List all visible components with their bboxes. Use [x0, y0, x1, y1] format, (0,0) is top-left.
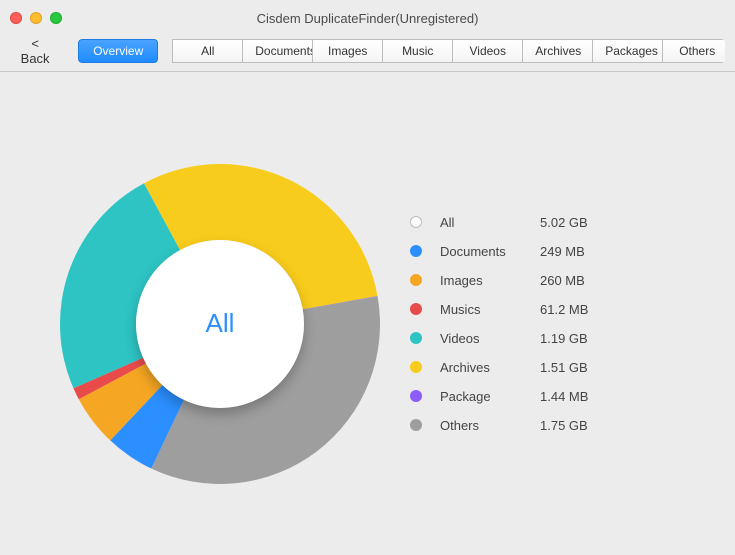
legend-row: Package1.44 MB [410, 389, 670, 404]
donut-chart: All [60, 164, 380, 484]
legend-row: Documents249 MB [410, 244, 670, 259]
legend-row: Archives1.51 GB [410, 360, 670, 375]
legend-value: 61.2 MB [540, 302, 588, 317]
legend-label: Others [440, 418, 540, 433]
window-title: Cisdem DuplicateFinder(Unregistered) [0, 11, 735, 26]
tab-all[interactable]: All [172, 39, 242, 63]
legend-value: 1.51 GB [540, 360, 588, 375]
donut-center: All [136, 240, 304, 408]
tab-music[interactable]: Music [382, 39, 452, 63]
legend-swatch-icon [410, 274, 422, 286]
legend-label: Videos [440, 331, 540, 346]
tab-bar: Overview All Documents Images Music Vide… [78, 39, 725, 63]
legend-swatch-icon [410, 361, 422, 373]
legend-swatch-icon [410, 390, 422, 402]
tab-archives[interactable]: Archives [522, 39, 592, 63]
legend-label: Archives [440, 360, 540, 375]
tab-others[interactable]: Others [662, 39, 725, 63]
minimize-icon[interactable] [30, 12, 42, 24]
legend-swatch-icon [410, 303, 422, 315]
legend-label: Musics [440, 302, 540, 317]
legend-value: 1.19 GB [540, 331, 588, 346]
legend-label: Images [440, 273, 540, 288]
donut-center-label: All [206, 308, 235, 339]
tab-videos[interactable]: Videos [452, 39, 522, 63]
legend-swatch-icon [410, 332, 422, 344]
legend-swatch-icon [410, 245, 422, 257]
toolbar: < Back Overview All Documents Images Mus… [0, 36, 735, 72]
close-icon[interactable] [10, 12, 22, 24]
legend-value: 260 MB [540, 273, 585, 288]
window-controls [10, 12, 62, 24]
legend-row: Images260 MB [410, 273, 670, 288]
legend-swatch-icon [410, 419, 422, 431]
legend: All5.02 GBDocuments249 MBImages260 MBMus… [410, 215, 670, 433]
legend-label: Package [440, 389, 540, 404]
legend-swatch-icon [410, 216, 422, 228]
legend-row: Others1.75 GB [410, 418, 670, 433]
legend-row: Musics61.2 MB [410, 302, 670, 317]
legend-row: Videos1.19 GB [410, 331, 670, 346]
legend-value: 249 MB [540, 244, 585, 259]
legend-row: All5.02 GB [410, 215, 670, 230]
legend-value: 1.75 GB [540, 418, 588, 433]
tab-documents[interactable]: Documents [242, 39, 312, 63]
legend-label: Documents [440, 244, 540, 259]
zoom-icon[interactable] [50, 12, 62, 24]
back-button[interactable]: < Back [10, 32, 60, 70]
legend-value: 1.44 MB [540, 389, 588, 404]
content-area: All All5.02 GBDocuments249 MBImages260 M… [0, 72, 735, 555]
title-bar: Cisdem DuplicateFinder(Unregistered) [0, 0, 735, 36]
legend-value: 5.02 GB [540, 215, 588, 230]
legend-label: All [440, 215, 540, 230]
tab-images[interactable]: Images [312, 39, 382, 63]
tab-packages[interactable]: Packages [592, 39, 662, 63]
tab-overview[interactable]: Overview [78, 39, 158, 63]
